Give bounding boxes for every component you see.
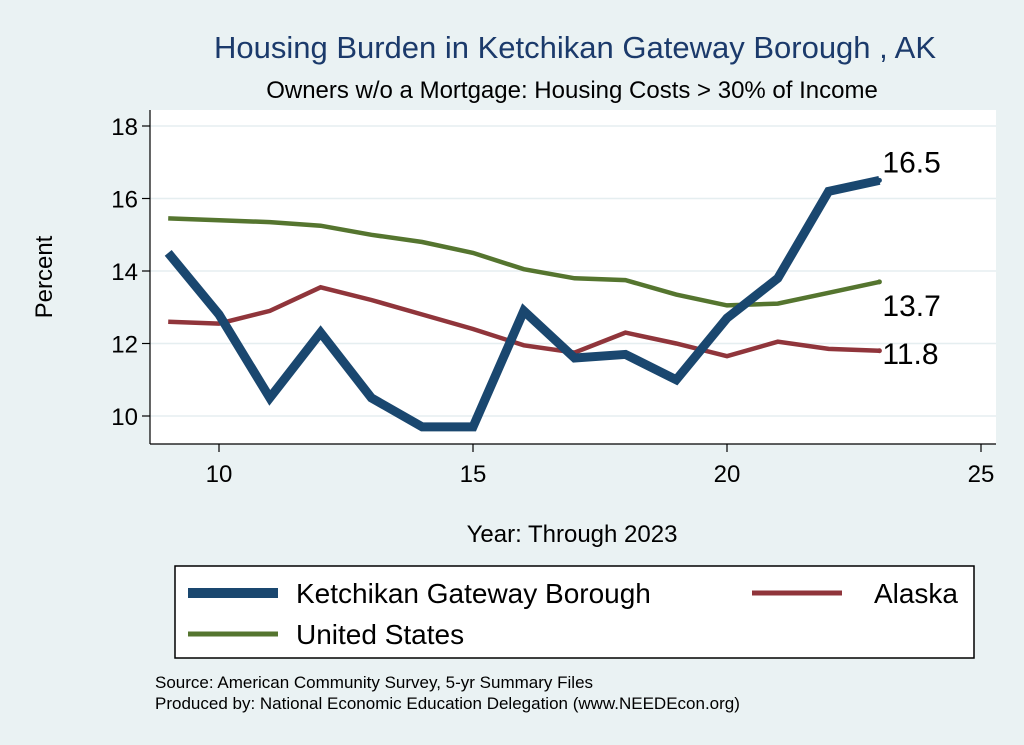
x-tick-label: 20 [714,461,741,488]
y-tick-label: 10 [111,404,138,431]
legend: Ketchikan Gateway Borough Alaska United … [174,565,975,659]
end-point-united-states [876,279,882,285]
y-tick-label: 16 [111,187,138,214]
legend-box [174,565,975,659]
legend-label-united-states: United States [296,619,464,650]
x-tick-label: 25 [968,461,995,488]
end-labels: 16.5 11.8 13.7 [882,146,940,370]
series-lines [164,176,882,432]
series-line-ketchikan [164,176,881,432]
x-axis-title: Year: Through 2023 [467,521,678,548]
chart-title: Housing Burden in Ketchikan Gateway Boro… [214,30,936,65]
y-tick-label: 14 [111,259,138,286]
end-label-united-states: 13.7 [882,290,940,323]
end-point-ketchikan [876,177,882,183]
series-line-alaska [168,284,880,359]
series-line-united-states [168,216,880,308]
legend-label-alaska: Alaska [874,578,958,609]
producer-note: Produced by: National Economic Education… [155,694,740,713]
end-label-alaska: 11.8 [882,338,938,371]
y-axis-title: Percent [31,235,58,318]
end-label-ketchikan: 16.5 [882,146,940,179]
source-note: Source: American Community Survey, 5-yr … [155,673,593,692]
end-point-alaska [876,348,882,354]
axes: 10 12 14 16 18 10 15 20 25 [111,110,996,488]
y-tick-label: 12 [111,332,138,359]
chart-subtitle: Owners w/o a Mortgage: Housing Costs > 3… [266,77,878,104]
y-tick-label: 18 [111,114,138,141]
x-tick-label: 15 [460,461,487,488]
x-tick-label: 10 [206,461,233,488]
legend-label-ketchikan: Ketchikan Gateway Borough [296,578,651,609]
grid-lines [150,125,996,417]
